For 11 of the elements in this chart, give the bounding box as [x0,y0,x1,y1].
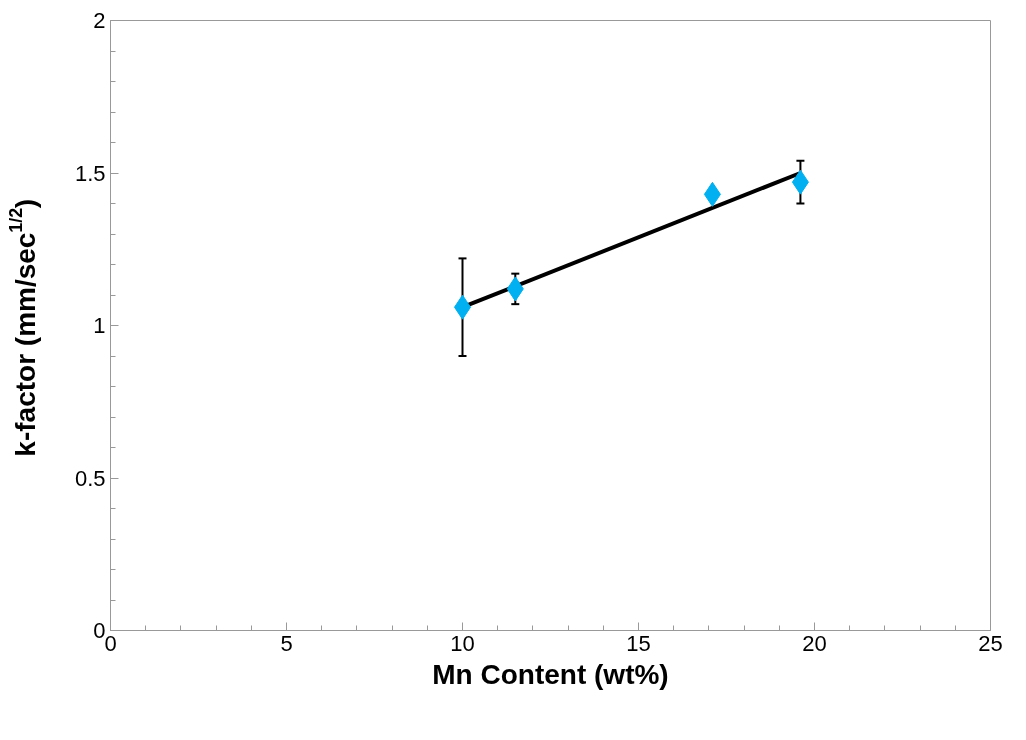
x-axis-title: Mn Content (wt%) [432,658,669,690]
x-tick-label: 25 [978,630,1003,656]
y-tick-label: 1 [93,313,106,338]
x-tick-label: 20 [802,630,827,656]
y-tick-label: 0.5 [74,465,106,491]
x-tick-label: 5 [280,630,293,656]
x-tick-label: 15 [626,630,651,656]
y-tick-label: 1.5 [74,160,106,186]
x-tick-label: 10 [450,630,475,656]
y-tick-label: 2 [93,8,106,33]
y-axis-title: k-factor (mm/sec1/2) [5,199,41,457]
